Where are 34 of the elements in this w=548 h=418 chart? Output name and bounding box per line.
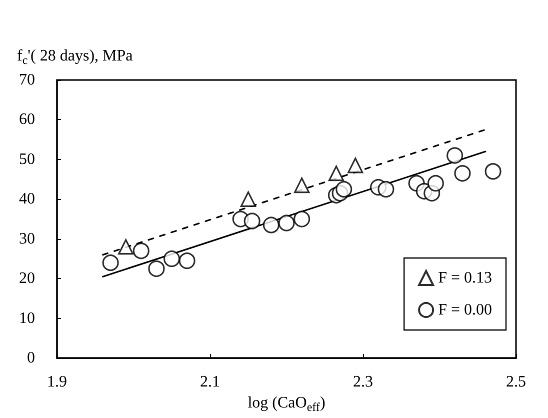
point bbox=[484, 163, 502, 180]
point bbox=[148, 260, 165, 278]
point bbox=[427, 175, 444, 192]
point bbox=[132, 242, 150, 260]
point bbox=[378, 180, 394, 198]
point bbox=[178, 252, 196, 270]
point bbox=[294, 210, 310, 228]
point bbox=[262, 216, 280, 234]
point bbox=[446, 147, 464, 164]
x-tick-label: 2.1 bbox=[200, 374, 220, 391]
y-tick-label: 60 bbox=[19, 111, 35, 128]
point bbox=[454, 165, 471, 182]
y-tick-label: 20 bbox=[19, 270, 35, 288]
point bbox=[240, 191, 256, 207]
y-tick-label: 30 bbox=[19, 230, 35, 248]
point bbox=[336, 180, 352, 198]
legend-label: F = 0.13 bbox=[438, 270, 492, 286]
point bbox=[278, 214, 295, 232]
y-tick-label: 0 bbox=[27, 350, 35, 367]
point bbox=[163, 250, 180, 268]
point bbox=[102, 254, 119, 272]
legend-label: F = 0.00 bbox=[438, 302, 492, 318]
point bbox=[328, 166, 344, 182]
x-tick-label: 1.9 bbox=[47, 374, 67, 391]
y-tick-label: 10 bbox=[19, 310, 35, 327]
point bbox=[294, 177, 310, 194]
point bbox=[244, 212, 260, 230]
point bbox=[348, 158, 364, 174]
point bbox=[118, 239, 134, 255]
y-tick-label: 70 bbox=[19, 72, 35, 88]
x-tick-label: 2.3 bbox=[353, 374, 373, 391]
x-tick-label: 2.5 bbox=[506, 374, 526, 391]
y-tick-label: 50 bbox=[19, 150, 35, 168]
y-tick-label: 40 bbox=[19, 190, 35, 208]
